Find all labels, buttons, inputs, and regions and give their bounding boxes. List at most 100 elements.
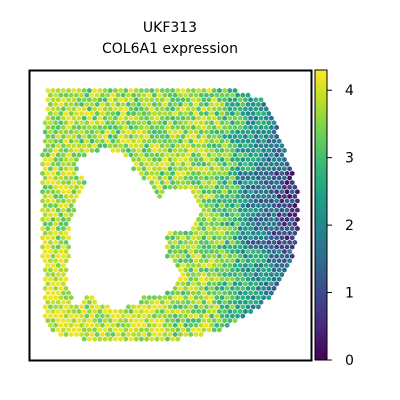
expression-spot xyxy=(48,212,53,218)
expression-spot xyxy=(110,147,116,153)
expression-spot xyxy=(157,156,162,163)
expression-spot xyxy=(68,138,74,144)
expression-spot xyxy=(133,336,139,342)
expression-spot xyxy=(217,262,222,268)
expression-spot xyxy=(149,152,155,158)
expression-spot xyxy=(227,143,233,149)
expression-spot xyxy=(243,299,248,305)
expression-spot xyxy=(58,193,64,199)
expression-spot xyxy=(178,239,183,245)
expression-spot xyxy=(196,170,201,176)
expression-spot xyxy=(154,87,160,94)
expression-spot xyxy=(198,147,204,153)
expression-spot xyxy=(63,285,69,291)
expression-spot xyxy=(227,244,233,250)
expression-spot xyxy=(79,304,84,310)
expression-spot xyxy=(206,271,212,278)
expression-spot xyxy=(206,207,212,213)
expression-spot xyxy=(115,129,121,135)
expression-spot xyxy=(230,184,235,190)
expression-spot xyxy=(139,327,144,333)
expression-spot xyxy=(159,318,165,324)
expression-spot xyxy=(58,267,64,273)
expression-spot xyxy=(263,161,269,167)
expression-spot xyxy=(185,271,191,278)
expression-spot xyxy=(258,133,264,140)
expression-spot xyxy=(175,115,181,121)
expression-spot xyxy=(45,290,51,296)
expression-spot xyxy=(149,115,155,121)
expression-spot xyxy=(191,281,196,287)
expression-spot xyxy=(165,235,170,241)
expression-spot xyxy=(279,152,285,158)
expression-spot xyxy=(79,147,84,153)
expression-spot xyxy=(81,179,87,186)
expression-spot xyxy=(50,124,56,130)
expression-spot xyxy=(243,133,248,140)
expression-spot xyxy=(204,92,209,98)
expression-spot xyxy=(276,184,282,190)
expression-spot xyxy=(248,170,253,176)
expression-spot xyxy=(258,152,264,158)
expression-spot xyxy=(92,87,97,94)
expression-spot xyxy=(167,184,173,190)
expression-spot xyxy=(235,239,240,245)
expression-spot xyxy=(289,207,295,213)
expression-spot xyxy=(224,110,230,117)
expression-spot xyxy=(274,207,279,213)
expression-spot xyxy=(204,129,209,135)
expression-spot xyxy=(131,92,136,98)
expression-spot xyxy=(172,129,178,135)
expression-spot xyxy=(185,281,191,287)
colorbar-frame xyxy=(314,69,328,361)
expression-spot xyxy=(274,253,279,259)
expression-spot xyxy=(118,318,123,324)
expression-spot xyxy=(214,166,220,172)
expression-spot xyxy=(282,202,287,209)
expression-spot xyxy=(253,152,259,158)
expression-spot xyxy=(172,331,178,338)
expression-spot xyxy=(50,170,56,176)
expression-spot xyxy=(141,110,147,117)
expression-spot xyxy=(258,262,264,268)
expression-spot xyxy=(204,267,209,273)
expression-spot xyxy=(180,235,186,241)
expression-spot xyxy=(269,124,274,130)
expression-spot xyxy=(269,207,274,213)
expression-spot xyxy=(211,281,217,287)
expression-spot xyxy=(292,230,298,236)
expression-spot xyxy=(222,281,227,287)
expression-spot xyxy=(248,179,253,186)
expression-spot xyxy=(274,189,279,195)
expression-spot xyxy=(253,290,259,296)
expression-spot xyxy=(235,156,240,163)
expression-spot xyxy=(256,212,261,218)
expression-spot xyxy=(107,318,113,324)
expression-spot xyxy=(279,179,285,186)
expression-spot xyxy=(61,133,66,140)
expression-spot xyxy=(243,106,248,112)
expression-spot xyxy=(240,175,246,181)
expression-spot xyxy=(201,198,207,204)
expression-spot xyxy=(185,115,191,121)
expression-spot xyxy=(258,189,264,195)
expression-spot xyxy=(42,313,48,319)
expression-spot xyxy=(149,318,155,324)
expression-spot xyxy=(227,152,233,158)
expression-spot xyxy=(211,225,217,232)
expression-spot xyxy=(159,152,165,158)
expression-spot xyxy=(188,267,194,273)
expression-spot xyxy=(269,189,274,195)
expression-spot xyxy=(68,120,74,126)
expression-spot xyxy=(263,106,269,112)
expression-spot xyxy=(196,253,201,259)
expression-spot xyxy=(214,147,220,153)
expression-spot xyxy=(105,322,110,328)
expression-spot xyxy=(214,202,220,209)
expression-spot xyxy=(245,248,251,255)
expression-spot xyxy=(217,189,222,195)
expression-spot xyxy=(245,285,251,291)
expression-spot xyxy=(211,198,217,204)
expression-spot xyxy=(45,216,51,222)
expression-spot xyxy=(222,87,227,94)
